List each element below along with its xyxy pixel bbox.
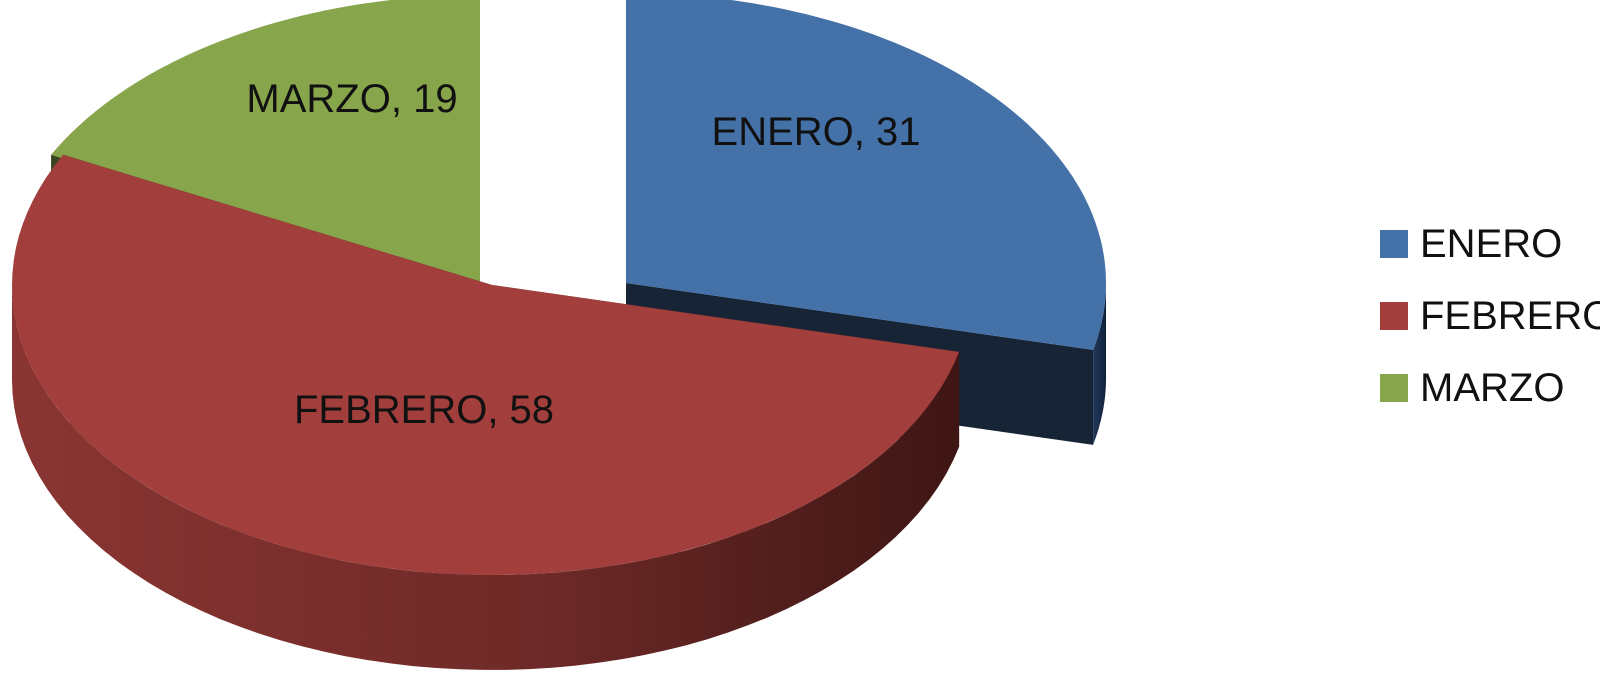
slice-rim-febrero (12, 285, 960, 670)
legend-swatch-febrero (1380, 302, 1408, 330)
slice-top-enero (626, 0, 1106, 350)
legend-label-febrero: FEBRERO (1420, 293, 1600, 338)
pie-slice-febrero (12, 154, 960, 670)
legend-swatch-marzo (1380, 374, 1408, 402)
legend-label-marzo: MARZO (1420, 365, 1565, 410)
slice-top-marzo (51, 0, 480, 285)
data-label-enero: ENERO, 31 (712, 110, 921, 154)
legend-swatch-enero (1380, 230, 1408, 258)
legend-label-enero: ENERO (1420, 221, 1563, 266)
slice-top-febrero (12, 154, 960, 576)
legend-item-febrero: FEBRERO (1380, 280, 1600, 352)
legend-item-marzo: MARZO (1380, 352, 1590, 424)
data-label-febrero: FEBRERO, 58 (294, 388, 554, 432)
legend: ENERO FEBRERO MARZO (1380, 208, 1600, 424)
slice-rim-enero (1093, 283, 1106, 445)
legend-item-enero: ENERO (1380, 208, 1590, 280)
data-label-marzo: MARZO, 19 (246, 77, 457, 121)
